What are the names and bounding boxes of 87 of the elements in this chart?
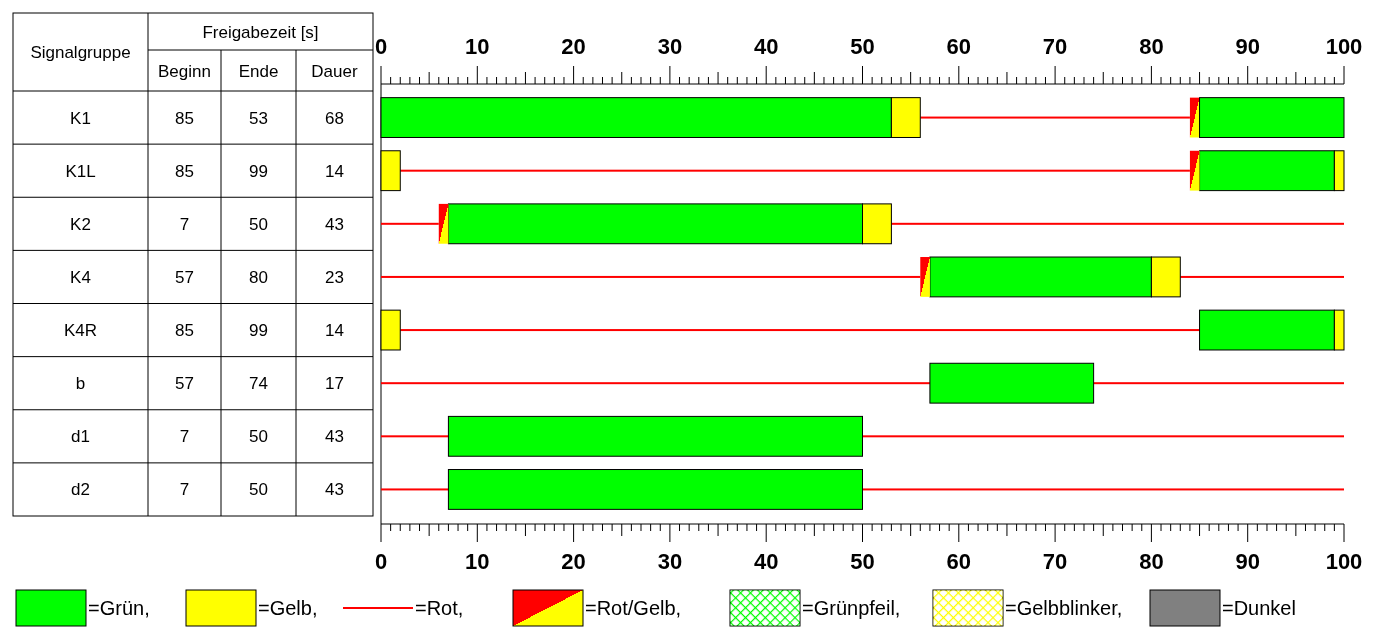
data-label: 99 <box>249 161 268 181</box>
bar <box>447 469 863 510</box>
category-label: K4 <box>70 267 91 287</box>
data-label: 43 <box>325 427 344 447</box>
data-label: 53 <box>249 108 268 128</box>
x2-tick-label: 50 <box>850 549 875 574</box>
x2-tick-label: 60 <box>946 549 972 574</box>
bar <box>381 382 930 385</box>
data-label: 99 <box>249 321 268 341</box>
data-label: 80 <box>249 267 268 287</box>
legend-label: =Gelbblinker, <box>1005 597 1123 619</box>
data-label: 57 <box>175 267 194 287</box>
legend-label: =Rot/Gelb, <box>585 597 682 619</box>
x2-tick-label: 10 <box>465 549 490 574</box>
x-tick-label: 50 <box>850 34 875 59</box>
text: Signalgruppe <box>30 43 131 62</box>
bar <box>1199 97 1345 138</box>
data-label: 68 <box>325 108 344 128</box>
data-label: 50 <box>249 427 268 447</box>
bar <box>438 203 449 244</box>
bar <box>400 169 1190 172</box>
data-label: 57 <box>175 374 194 394</box>
x-tick-label: 100 <box>1325 34 1363 59</box>
category-label: d2 <box>71 480 90 500</box>
data-label: 23 <box>325 267 344 287</box>
x2-tick-label: 20 <box>561 549 586 574</box>
category-label: d1 <box>71 427 90 447</box>
data-label: 7 <box>179 214 190 234</box>
bar <box>400 329 1200 332</box>
x2-tick-label: 90 <box>1235 549 1260 574</box>
x-tick-label: 30 <box>657 34 683 59</box>
x-tick-label: 40 <box>753 34 779 59</box>
data-label: 14 <box>325 161 344 181</box>
x-tick-label: 10 <box>465 34 490 59</box>
data-label: 74 <box>249 374 268 394</box>
x-tick-label: 90 <box>1235 34 1260 59</box>
category-label: K1 <box>70 108 91 128</box>
legend-label: =Dunkel <box>1222 597 1296 619</box>
data-label: 43 <box>325 214 344 234</box>
data-label: 17 <box>325 374 344 394</box>
x-tick-label: 0 <box>374 34 388 59</box>
x2-tick-label: 80 <box>1139 549 1164 574</box>
x-tick-label: 70 <box>1042 34 1068 59</box>
bar <box>381 435 449 438</box>
bar <box>381 222 439 225</box>
bar <box>1189 97 1200 138</box>
data-label: 50 <box>249 214 268 234</box>
legend-label: =Gelb, <box>258 597 318 619</box>
data-label: 7 <box>179 427 190 447</box>
legend-label: =Grün, <box>88 597 150 619</box>
bar <box>381 275 921 278</box>
bar <box>920 257 930 297</box>
bar <box>862 435 1344 438</box>
bar <box>929 362 1095 404</box>
bar <box>1093 382 1344 385</box>
data-label: 43 <box>325 480 344 500</box>
legend-label: =Rot, <box>415 597 464 619</box>
category-label: K2 <box>70 214 91 234</box>
text: Dauer <box>311 61 358 81</box>
data-label: 50 <box>249 480 268 500</box>
data-label: 85 <box>175 321 194 341</box>
category-label: K4R <box>63 321 98 341</box>
bar <box>1180 275 1344 278</box>
bar <box>891 222 1344 225</box>
x-tick-label: 20 <box>561 34 586 59</box>
x2-tick-label: 40 <box>753 549 779 574</box>
bar <box>447 415 863 457</box>
text: Ende <box>238 61 279 81</box>
x2-tick-label: 30 <box>657 549 683 574</box>
x-tick-label: 60 <box>946 34 972 59</box>
text: Freigabezeit [s] <box>202 22 319 42</box>
data-label: 7 <box>179 480 190 500</box>
data-label: 85 <box>175 161 194 181</box>
category-label: b <box>75 374 86 394</box>
legend-label: =Grünpfeil, <box>802 597 901 619</box>
series-label: Beginn <box>158 61 211 81</box>
bar <box>1189 150 1200 191</box>
bar <box>862 488 1344 491</box>
data-label: 85 <box>175 108 194 128</box>
x2-tick-label: 100 <box>1325 549 1363 574</box>
x2-tick-label: 0 <box>374 549 388 574</box>
x2-tick-label: 70 <box>1042 549 1068 574</box>
bar <box>381 488 449 491</box>
category-label: K1L <box>65 161 96 181</box>
x-tick-label: 80 <box>1139 34 1164 59</box>
bar <box>920 116 1190 119</box>
data-label: 14 <box>325 321 344 341</box>
